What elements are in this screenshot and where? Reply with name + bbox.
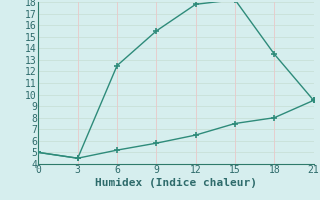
X-axis label: Humidex (Indice chaleur): Humidex (Indice chaleur) (95, 178, 257, 188)
